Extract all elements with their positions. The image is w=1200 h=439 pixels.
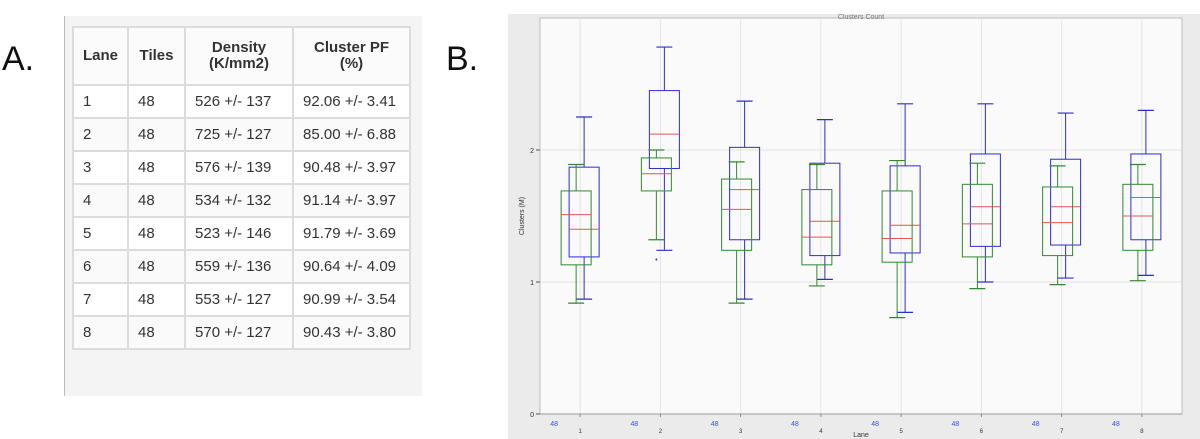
cell-density: 553 +/- 127 [184, 282, 295, 317]
table-row: 8 48 570 +/- 127 90.43 +/- 3.80 [71, 315, 412, 350]
panel-label-a: A. [2, 40, 35, 78]
box-pf [801, 189, 833, 266]
cell-cluster-pf: 90.64 +/- 4.09 [292, 249, 412, 284]
x-tick-label: 5 [899, 429, 903, 435]
header-density: Density (K/mm2) [184, 26, 295, 86]
box-raw [889, 165, 921, 254]
box-raw [1050, 158, 1082, 246]
x-tick-label: 8 [1140, 429, 1144, 435]
x-tick-label: 1 [578, 429, 582, 435]
header-lane: Lane [71, 26, 130, 86]
cell-cluster-pf: 90.48 +/- 3.97 [292, 150, 412, 185]
header-cluster-pf: Cluster PF (%) [292, 26, 412, 86]
tile-count-label: 48 [711, 421, 719, 428]
box-raw [648, 90, 680, 169]
box-pf [1042, 186, 1074, 257]
tile-count-label: 48 [630, 421, 638, 428]
table-row: 2 48 725 +/- 127 85.00 +/- 6.88 [71, 117, 412, 152]
cell-tiles: 48 [127, 315, 187, 350]
cell-lane: 4 [71, 183, 130, 218]
box-pf [881, 190, 913, 263]
cell-tiles: 48 [127, 216, 187, 251]
cell-density: 526 +/- 137 [184, 84, 295, 119]
y-tick-label: 0 [530, 412, 534, 419]
tile-count-label: 48 [550, 421, 558, 428]
table-row: 5 48 523 +/- 146 91.79 +/- 3.69 [71, 216, 412, 251]
cell-density: 725 +/- 127 [184, 117, 295, 152]
x-tick-label: 6 [980, 429, 984, 435]
plot-area [539, 17, 1183, 415]
table-row: 3 48 576 +/- 139 90.48 +/- 3.97 [71, 150, 412, 185]
lane-summary-table: Lane Tiles Density (K/mm2) Cluster PF (%… [71, 26, 412, 350]
table-row: 7 48 553 +/- 127 90.99 +/- 3.54 [71, 282, 412, 317]
table-row: 4 48 534 +/- 132 91.14 +/- 3.97 [71, 183, 412, 218]
cell-density: 534 +/- 132 [184, 183, 295, 218]
cell-tiles: 48 [127, 117, 187, 152]
cell-cluster-pf: 91.79 +/- 3.69 [292, 216, 412, 251]
cell-cluster-pf: 90.43 +/- 3.80 [292, 315, 412, 350]
tile-count-label: 48 [1112, 421, 1120, 428]
table-row: 6 48 559 +/- 136 90.64 +/- 4.09 [71, 249, 412, 284]
box-pf [640, 157, 672, 192]
cell-density: 559 +/- 136 [184, 249, 295, 284]
cell-tiles: 48 [127, 150, 187, 185]
cell-tiles: 48 [127, 282, 187, 317]
cell-lane: 1 [71, 84, 130, 119]
x-axis-label: Lane [853, 432, 869, 439]
box-raw [1130, 153, 1162, 241]
x-tick-label: 2 [659, 429, 663, 435]
cell-density: 570 +/- 127 [184, 315, 295, 350]
cell-lane: 7 [71, 282, 130, 317]
panel-label-b: B. [446, 40, 479, 78]
table-row: 1 48 526 +/- 137 92.06 +/- 3.41 [71, 84, 412, 119]
cell-tiles: 48 [127, 249, 187, 284]
cell-lane: 5 [71, 216, 130, 251]
cell-cluster-pf: 90.99 +/- 3.54 [292, 282, 412, 317]
cell-density: 523 +/- 146 [184, 216, 295, 251]
cell-lane: 3 [71, 150, 130, 185]
x-tick-label: 4 [819, 429, 823, 435]
box-raw [809, 162, 841, 257]
tile-count-label: 48 [1032, 421, 1040, 428]
table-header-row: Lane Tiles Density (K/mm2) Cluster PF (%… [71, 26, 412, 86]
y-tick-label: 2 [530, 148, 534, 155]
box-pf [721, 178, 753, 251]
cluster-count-chart: Clusters Count 0 1 2 Clusters (M) 48 1 48 2 48 3 48… [508, 14, 1200, 439]
x-tick-label: 3 [739, 429, 743, 435]
chart-title: Clusters Count [838, 14, 884, 21]
outlier-point [655, 258, 658, 261]
x-tick-label: 7 [1060, 429, 1064, 435]
cell-density: 576 +/- 139 [184, 150, 295, 185]
y-axis-label: Clusters (M) [519, 197, 526, 235]
box-pf [1122, 183, 1154, 251]
cell-tiles: 48 [127, 84, 187, 119]
cell-lane: 8 [71, 315, 130, 350]
box-raw [729, 146, 761, 241]
header-tiles: Tiles [127, 26, 187, 86]
box-pf [560, 190, 592, 266]
tile-count-label: 48 [951, 421, 959, 428]
box-raw [969, 153, 1001, 247]
box-pf [961, 183, 993, 258]
tile-count-label: 48 [791, 421, 799, 428]
cell-tiles: 48 [127, 183, 187, 218]
tile-count-label: 48 [871, 421, 879, 428]
box-raw [568, 166, 600, 258]
cell-lane: 2 [71, 117, 130, 152]
lane-summary-panel: Lane Tiles Density (K/mm2) Cluster PF (%… [64, 16, 422, 396]
cell-cluster-pf: 92.06 +/- 3.41 [292, 84, 412, 119]
cell-cluster-pf: 91.14 +/- 3.97 [292, 183, 412, 218]
y-tick-label: 1 [530, 280, 534, 287]
cell-lane: 6 [71, 249, 130, 284]
cell-cluster-pf: 85.00 +/- 6.88 [292, 117, 412, 152]
